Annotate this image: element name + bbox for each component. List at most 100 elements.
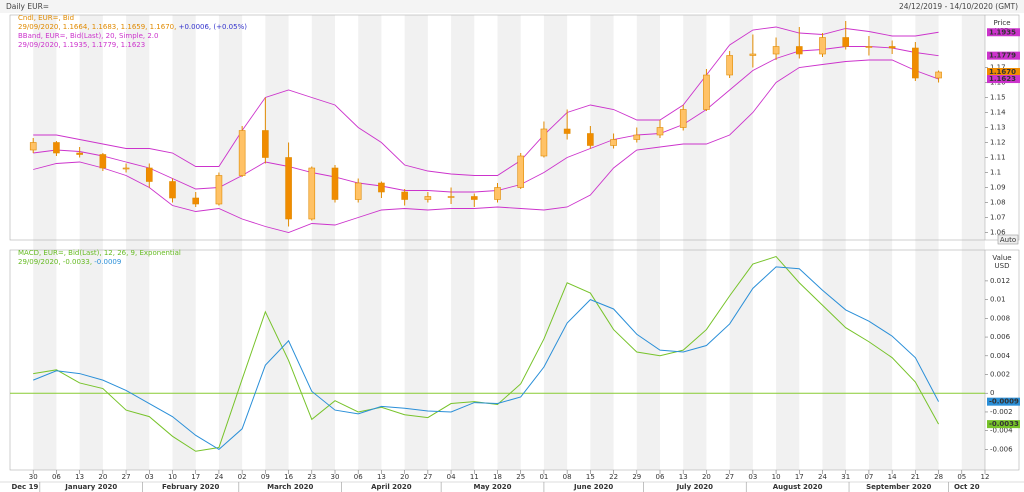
candle-body (76, 152, 83, 155)
x-tick-label: 24 (214, 473, 223, 481)
x-tick-label: 10 (772, 473, 781, 481)
candle-body (749, 53, 757, 56)
candle-body (262, 130, 269, 158)
x-tick-label: 09 (261, 473, 270, 481)
x-tick-label: 30 (331, 473, 340, 481)
x-tick-label: 15 (586, 473, 595, 481)
candle-body (169, 181, 176, 199)
title-bar (0, 0, 1024, 13)
price-tag-label: -0.0033 (989, 420, 1019, 428)
week-stripe (915, 15, 939, 470)
legend-line: MACD, EUR=, Bid(Last), 12, 26, 9, Expone… (18, 249, 181, 257)
candle-body (726, 55, 733, 76)
candle-body (145, 167, 153, 182)
x-tick-label: 20 (400, 473, 409, 481)
x-tick-label: 05 (957, 473, 966, 481)
candle-body (29, 142, 37, 151)
week-stripe (218, 15, 243, 470)
candle-body (354, 182, 362, 200)
candle-body (633, 134, 641, 140)
candle-body (53, 142, 60, 154)
week-stripe (776, 15, 800, 470)
price-tag (987, 68, 1020, 76)
x-tick-label: 14 (888, 473, 897, 481)
y-tick-label: 1.13 (990, 124, 1006, 132)
week-stripe (683, 15, 707, 470)
chart-title: Daily EUR= (6, 2, 49, 11)
y-axis-unit: USD (995, 262, 1010, 270)
x-tick-label: 28 (934, 473, 943, 481)
x-tick-label: 20 (702, 473, 711, 481)
x-tick-label: 13 (679, 473, 688, 481)
x-tick-label: 10 (168, 473, 177, 481)
x-tick-label: 02 (238, 473, 247, 481)
candle-body (772, 46, 780, 55)
x-tick-label: 27 (423, 473, 432, 481)
x-tick-label: 06 (354, 473, 363, 481)
y-axis-label: Price (993, 19, 1010, 27)
legend-text: 29/09/2020, (18, 258, 63, 266)
legend-line: BBand, EUR=, Bid(Last), 20, Simple, 2.0 (18, 32, 158, 40)
price-tag (987, 51, 1020, 60)
candle-body (470, 196, 478, 200)
auto-button[interactable] (997, 234, 1019, 245)
price-tag (987, 397, 1020, 406)
x-tick-label: 07 (864, 473, 873, 481)
x-tick-label: 20 (98, 473, 107, 481)
month-label: May 2020 (474, 483, 512, 491)
week-stripe (311, 15, 335, 470)
week-stripe (404, 15, 428, 470)
legend-text: -0.0033 (63, 258, 90, 266)
candle-body (563, 128, 571, 134)
week-stripe (590, 15, 614, 470)
candle-body (122, 167, 130, 170)
x-tick-label: 22 (609, 473, 618, 481)
x-tick-label: 04 (447, 473, 456, 481)
month-label: September 2020 (866, 483, 931, 491)
candle-body (540, 128, 548, 157)
week-stripe (451, 15, 475, 470)
legend-text: +0.0006, (+0.05%) (179, 23, 248, 31)
y-tick-label: 1.08 (990, 199, 1006, 207)
y-tick-label: 1.11 (990, 154, 1006, 162)
candle-body (888, 46, 896, 49)
week-stripe (126, 15, 150, 470)
price-tag (987, 28, 1020, 37)
date-range: 24/12/2019 - 14/10/2020 (GMT) (899, 2, 1018, 11)
week-stripe (822, 15, 846, 470)
x-tick-label: 03 (748, 473, 757, 481)
x-tick-label: 18 (493, 473, 502, 481)
y-tick-label: 1.1 (990, 169, 1001, 177)
legend-text: MACD, EUR=, Bid(Last), 12, 26, 9, Expone… (18, 249, 181, 257)
x-tick-label: 27 (122, 473, 131, 481)
candle-body (424, 196, 432, 200)
x-tick-label: 08 (563, 473, 572, 481)
month-label: March 2020 (267, 483, 313, 491)
candle-body (215, 175, 223, 205)
y-tick-label: 0.008 (990, 314, 1010, 322)
y-tick-label: 1.17 (990, 64, 1006, 72)
month-label: January 2020 (64, 483, 117, 491)
week-stripe (868, 15, 893, 470)
week-stripe (33, 15, 57, 470)
auto-button-label[interactable]: Auto (1000, 236, 1016, 244)
x-tick-label: 03 (145, 473, 154, 481)
y-tick-label: 1.15 (990, 94, 1006, 102)
x-tick-label: 17 (191, 473, 200, 481)
legend-text: , (90, 258, 94, 266)
x-tick-label: 24 (818, 473, 827, 481)
candle-body (656, 127, 664, 136)
x-tick-label: 11 (470, 473, 479, 481)
x-tick-label: 06 (52, 473, 61, 481)
month-label: August 2020 (773, 483, 823, 491)
legend-text: -0.0009 (94, 258, 121, 266)
y-tick-label: 1.07 (990, 214, 1006, 222)
bollinger-lower (33, 59, 939, 233)
week-stripe (729, 15, 753, 470)
y-tick-label: 1.09 (990, 184, 1006, 192)
legend-line: 29/09/2020, -0.0033, -0.0009 (18, 258, 121, 266)
x-tick-label: 25 (516, 473, 525, 481)
candle-body (912, 47, 919, 79)
candle-body (819, 37, 826, 55)
